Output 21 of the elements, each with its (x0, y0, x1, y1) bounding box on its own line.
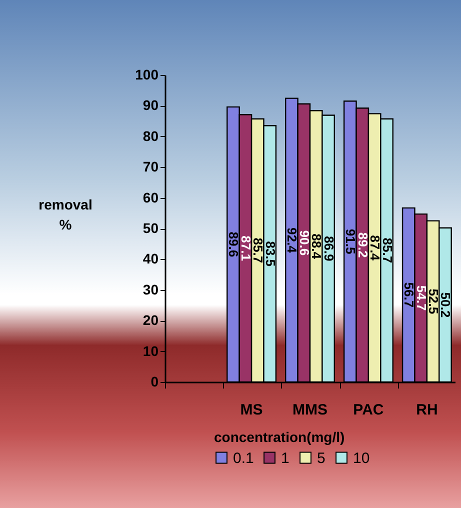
y-tick-label: 80 (142, 128, 159, 144)
legend-title: concentration(mg/l) (214, 429, 345, 445)
y-tick-label: 70 (142, 158, 159, 175)
legend-label: 5 (317, 450, 326, 467)
x-tick-label: MMS (292, 402, 328, 418)
y-tick-label: 100 (135, 66, 159, 82)
y-tick-label: 20 (142, 312, 159, 328)
legend-label: 0.1 (233, 450, 254, 467)
y-tick-label: 50 (142, 220, 159, 236)
legend-label: 10 (353, 450, 370, 467)
y-tick-label: 30 (142, 281, 159, 298)
y-tick-label: 10 (142, 342, 159, 359)
y-tick-label: 0 (150, 374, 159, 390)
y-tick-label: 40 (142, 250, 159, 267)
y-tick-label: 60 (142, 189, 159, 206)
y-axis-title: removal % (38, 196, 92, 232)
y-tick-label: 90 (142, 97, 159, 114)
legend-label: 1 (281, 450, 290, 467)
x-tick-label: PAC (353, 402, 384, 418)
x-tick-label: MS (240, 402, 263, 418)
x-tick-label: RH (416, 402, 438, 418)
